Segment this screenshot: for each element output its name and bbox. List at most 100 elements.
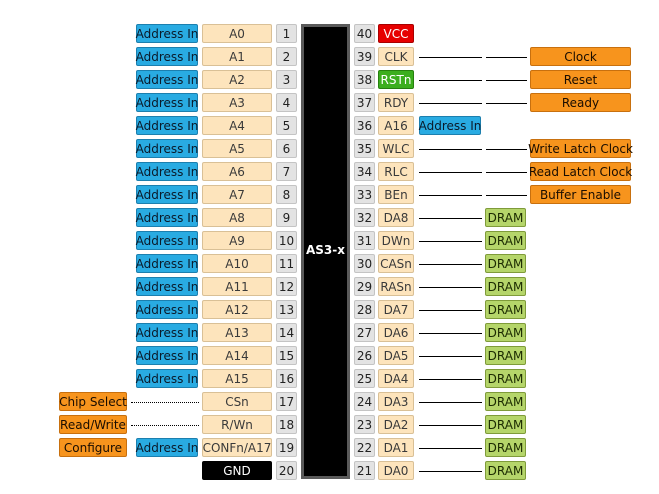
address-in-label: Address In xyxy=(136,185,198,204)
pin-number: 10 xyxy=(276,231,297,250)
pin-number: 14 xyxy=(276,323,297,342)
control-signal-label: Read Latch Clock xyxy=(529,162,632,181)
signal-line xyxy=(419,310,482,311)
pin-number: 4 xyxy=(276,93,297,112)
signal-line xyxy=(131,402,199,403)
pin-number: 15 xyxy=(276,346,297,365)
pin-name: RDY xyxy=(378,93,414,112)
control-signal-label: Chip Select xyxy=(59,392,127,411)
address-in-label: Address In xyxy=(136,93,198,112)
pin-name: DWn xyxy=(378,231,414,250)
pin-name: VCC xyxy=(378,24,414,43)
pin-number: 40 xyxy=(354,24,375,43)
pin-name: A5 xyxy=(202,139,272,158)
pin-name: DA1 xyxy=(378,438,414,457)
pin-name: DA5 xyxy=(378,346,414,365)
address-in-label: Address In xyxy=(136,300,198,319)
pin-name: A7 xyxy=(202,185,272,204)
address-in-label: Address In xyxy=(136,346,198,365)
address-in-label: Address In xyxy=(136,162,198,181)
pin-number: 28 xyxy=(354,300,375,319)
pin-name: A13 xyxy=(202,323,272,342)
pin-name: A4 xyxy=(202,116,272,135)
pin-name: A9 xyxy=(202,231,272,250)
pin-number: 6 xyxy=(276,139,297,158)
address-in-label: Address In xyxy=(136,24,198,43)
pin-name: BEn xyxy=(378,185,414,204)
pin-number: 27 xyxy=(354,323,375,342)
address-in-label: Address In xyxy=(136,139,198,158)
pin-number: 25 xyxy=(354,369,375,388)
pin-name: RSTn xyxy=(378,70,414,89)
dram-label: DRAM xyxy=(485,415,526,434)
pin-number: 22 xyxy=(354,438,375,457)
pin-number: 11 xyxy=(276,254,297,273)
pin-name: A6 xyxy=(202,162,272,181)
pin-number: 29 xyxy=(354,277,375,296)
dram-label: DRAM xyxy=(485,300,526,319)
control-signal-label: Read/Write xyxy=(59,415,127,434)
pin-name: DA3 xyxy=(378,392,414,411)
pin-number: 3 xyxy=(276,70,297,89)
pin-number: 1 xyxy=(276,24,297,43)
control-signal-label: Write Latch Clock xyxy=(528,139,633,158)
pin-name: A10 xyxy=(202,254,272,273)
signal-line xyxy=(419,264,482,265)
signal-line xyxy=(419,195,482,196)
pin-number: 39 xyxy=(354,47,375,66)
pin-name: CASn xyxy=(378,254,414,273)
pin-number: 33 xyxy=(354,185,375,204)
signal-line xyxy=(419,287,482,288)
pin-number: 5 xyxy=(276,116,297,135)
pin-number: 12 xyxy=(276,277,297,296)
pin-name: DA2 xyxy=(378,415,414,434)
pin-name: A8 xyxy=(202,208,272,227)
dram-label: DRAM xyxy=(485,461,526,480)
address-in-label: Address In xyxy=(136,231,198,250)
pin-number: 35 xyxy=(354,139,375,158)
pin-name: A3 xyxy=(202,93,272,112)
signal-line xyxy=(486,172,527,173)
address-in-label: Address In xyxy=(136,323,198,342)
signal-line xyxy=(486,149,527,150)
pin-number: 20 xyxy=(276,461,297,480)
address-in-label: Address In xyxy=(136,369,198,388)
signal-line xyxy=(419,333,482,334)
pin-name: A14 xyxy=(202,346,272,365)
pin-number: 32 xyxy=(354,208,375,227)
pin-name: A15 xyxy=(202,369,272,388)
address-in-label: Address In xyxy=(136,70,198,89)
pin-number: 30 xyxy=(354,254,375,273)
dram-label: DRAM xyxy=(485,346,526,365)
chip-body xyxy=(301,24,350,479)
pin-name: DA4 xyxy=(378,369,414,388)
pin-number: 21 xyxy=(354,461,375,480)
pin-name: A1 xyxy=(202,47,272,66)
control-signal-label: Buffer Enable xyxy=(530,185,631,204)
pin-name: GND xyxy=(202,461,272,480)
signal-line xyxy=(419,425,482,426)
pin-name: A16 xyxy=(378,116,414,135)
signal-line xyxy=(419,80,482,81)
signal-line xyxy=(419,103,482,104)
pin-number: 36 xyxy=(354,116,375,135)
pin-number: 26 xyxy=(354,346,375,365)
pin-name: DA8 xyxy=(378,208,414,227)
signal-line xyxy=(419,172,482,173)
pin-number: 19 xyxy=(276,438,297,457)
pin-number: 7 xyxy=(276,162,297,181)
signal-line xyxy=(419,57,482,58)
pin-number: 8 xyxy=(276,185,297,204)
pin-number: 2 xyxy=(276,47,297,66)
dram-label: DRAM xyxy=(485,208,526,227)
dram-label: DRAM xyxy=(485,277,526,296)
pin-number: 38 xyxy=(354,70,375,89)
pin-name: DA7 xyxy=(378,300,414,319)
pin-name: RASn xyxy=(378,277,414,296)
dram-label: DRAM xyxy=(485,323,526,342)
pin-name: DA0 xyxy=(378,461,414,480)
signal-line xyxy=(131,425,199,426)
signal-line xyxy=(486,80,527,81)
pin-number: 34 xyxy=(354,162,375,181)
